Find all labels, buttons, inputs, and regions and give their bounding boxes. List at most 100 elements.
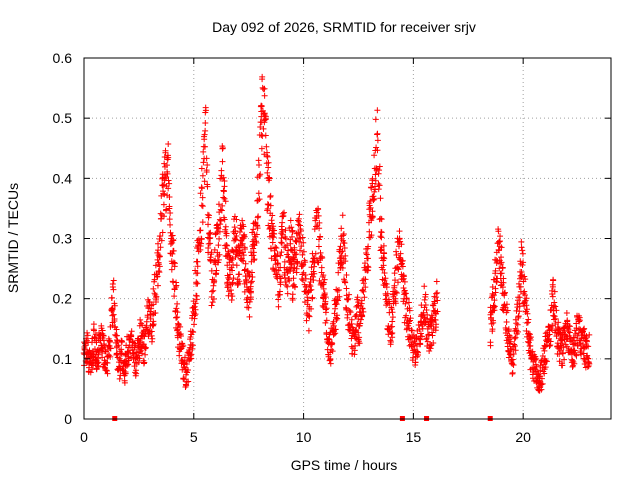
data-point bbox=[264, 152, 271, 159]
data-point bbox=[200, 148, 207, 155]
data-point bbox=[501, 290, 508, 297]
data-point bbox=[561, 356, 568, 363]
data-point bbox=[584, 363, 591, 370]
data-point bbox=[342, 252, 349, 259]
data-point bbox=[282, 279, 289, 286]
data-point bbox=[406, 318, 413, 325]
y-tick-label: 0 bbox=[64, 411, 72, 427]
data-point bbox=[511, 343, 518, 350]
data-point bbox=[135, 352, 142, 359]
data-point bbox=[318, 254, 325, 261]
data-point bbox=[174, 314, 181, 321]
data-point bbox=[348, 343, 355, 350]
data-point bbox=[399, 263, 406, 270]
data-point bbox=[299, 271, 306, 278]
data-point bbox=[539, 380, 546, 387]
data-point bbox=[342, 279, 349, 286]
data-point bbox=[376, 167, 383, 174]
data-point bbox=[293, 251, 300, 258]
data-point bbox=[115, 342, 122, 349]
data-point bbox=[241, 233, 248, 240]
data-point bbox=[289, 229, 296, 236]
data-point bbox=[343, 272, 350, 279]
data-point bbox=[110, 311, 117, 318]
data-point bbox=[389, 314, 396, 321]
data-point bbox=[518, 269, 525, 276]
data-point bbox=[551, 313, 558, 320]
data-point bbox=[174, 309, 181, 316]
data-point bbox=[352, 312, 359, 319]
data-point bbox=[571, 347, 578, 354]
data-point bbox=[223, 242, 230, 249]
chart-title: Day 092 of 2026, SRMTID for receiver srj… bbox=[212, 19, 476, 35]
data-point bbox=[414, 348, 421, 355]
data-point bbox=[511, 335, 518, 342]
data-point bbox=[228, 257, 235, 264]
data-point bbox=[95, 351, 102, 358]
data-point bbox=[267, 202, 274, 209]
data-point bbox=[206, 235, 213, 242]
data-point bbox=[273, 244, 280, 251]
data-point bbox=[503, 318, 510, 325]
data-point bbox=[139, 329, 146, 336]
y-tick-label: 0.3 bbox=[53, 231, 73, 247]
data-point bbox=[234, 281, 241, 288]
data-point bbox=[155, 240, 162, 247]
data-point bbox=[269, 239, 276, 246]
data-point bbox=[239, 240, 246, 247]
data-point bbox=[253, 238, 260, 245]
data-point bbox=[295, 215, 302, 222]
data-point bbox=[278, 240, 285, 247]
data-point bbox=[322, 294, 329, 301]
data-point bbox=[433, 321, 440, 328]
data-point bbox=[335, 297, 342, 304]
data-point bbox=[524, 310, 531, 317]
data-point bbox=[93, 339, 100, 346]
data-point bbox=[266, 175, 273, 182]
data-point bbox=[518, 244, 525, 251]
data-point bbox=[198, 235, 205, 242]
data-point bbox=[358, 313, 365, 320]
data-point bbox=[586, 331, 593, 338]
data-point bbox=[576, 314, 583, 321]
data-point bbox=[518, 238, 525, 245]
data-point bbox=[321, 290, 328, 297]
data-point bbox=[221, 177, 228, 184]
data-point bbox=[489, 326, 496, 333]
data-point bbox=[256, 196, 263, 203]
data-point bbox=[305, 327, 312, 334]
data-point bbox=[192, 300, 199, 307]
data-point bbox=[344, 314, 351, 321]
data-point bbox=[553, 307, 560, 314]
data-point bbox=[246, 298, 253, 305]
data-point bbox=[202, 104, 209, 111]
data-point bbox=[509, 346, 516, 353]
data-point bbox=[394, 279, 401, 286]
data-point bbox=[320, 285, 327, 292]
data-point bbox=[405, 299, 412, 306]
data-point bbox=[273, 253, 280, 260]
data-point bbox=[361, 294, 368, 301]
data-point bbox=[216, 235, 223, 242]
data-point bbox=[371, 152, 378, 159]
data-point bbox=[309, 295, 316, 302]
data-point bbox=[342, 258, 349, 265]
data-point bbox=[583, 338, 590, 345]
data-point bbox=[207, 234, 214, 241]
data-point bbox=[415, 351, 422, 358]
x-axis-label: GPS time / hours bbox=[291, 457, 398, 473]
data-point bbox=[247, 296, 254, 303]
data-point bbox=[563, 310, 570, 317]
data-point bbox=[491, 297, 498, 304]
data-point bbox=[291, 244, 298, 251]
data-point bbox=[220, 188, 227, 195]
data-point bbox=[166, 193, 173, 200]
data-point bbox=[261, 85, 268, 92]
data-point bbox=[375, 180, 382, 187]
data-point bbox=[193, 279, 200, 286]
data-point bbox=[257, 171, 264, 178]
data-point bbox=[226, 276, 233, 283]
data-point bbox=[359, 287, 366, 294]
data-point bbox=[426, 347, 433, 354]
